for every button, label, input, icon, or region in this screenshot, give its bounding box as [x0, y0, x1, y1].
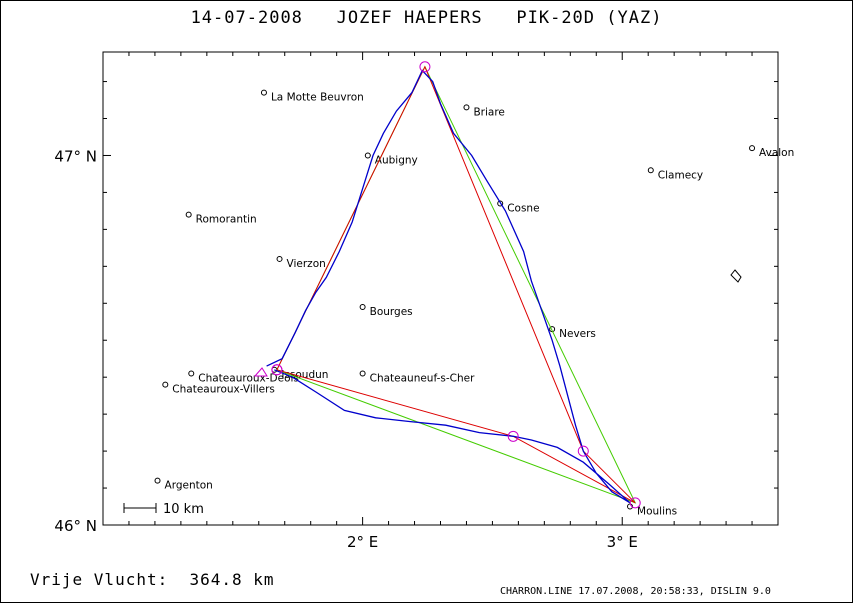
page-title: 14-07-2008 JOZEF HAEPERS PIK-20D (YAZ): [190, 8, 663, 28]
town-markers: La Motte Beuvron Briare Aubigny Avalon Clame…: [154, 89, 794, 518]
town-label: Vierzon: [287, 258, 326, 270]
lat-tick-label: 46° N: [54, 517, 97, 535]
map-axis-ticks: [102, 52, 779, 526]
town-icon: [463, 104, 470, 111]
triangle-route-line: [276, 65, 637, 504]
town-icon: [364, 152, 371, 159]
lat-tick-label: 47° N: [54, 147, 97, 165]
town-label: Chateauneuf-s-Cher: [370, 372, 475, 384]
scale-bar: 10 km: [123, 502, 204, 517]
lon-tick-label: 2° E: [347, 533, 378, 551]
town-label: Bourges: [370, 306, 413, 318]
start-triangle-icon: [253, 367, 268, 377]
airspace-marker: [730, 269, 742, 283]
town-icon: [647, 167, 654, 174]
map-plot-frame: [102, 51, 779, 526]
town-icon: [497, 200, 504, 207]
town-label: Aubigny: [375, 154, 418, 166]
scale-bar-label: 10 km: [163, 502, 204, 517]
town-icon: [276, 255, 283, 262]
lon-tick-label: 3° E: [607, 533, 638, 551]
turnpoint-icon: [271, 364, 283, 376]
free-flight-distance: Vrije Vlucht: 364.8 km: [30, 570, 275, 589]
town-label: Nevers: [559, 328, 596, 340]
turnpoint-icon: [577, 445, 589, 457]
town-label: Moulins: [637, 506, 677, 518]
town-icon: [359, 303, 366, 310]
town-label: Romorantin: [196, 214, 257, 226]
turnpoint-icon: [507, 430, 519, 442]
town-label: Briare: [473, 106, 504, 118]
town-label: Argenton: [165, 480, 213, 492]
flight-track-line: [266, 69, 631, 504]
source-info: CHARRON.LINE 17.07.2008, 20:58:33, DISLI…: [500, 586, 771, 597]
town-icon: [188, 370, 195, 377]
town-label: La Motte Beuvron: [271, 92, 364, 104]
town-icon: [749, 145, 756, 152]
town-icon: [162, 381, 169, 388]
task-route-line: [276, 65, 636, 504]
town-label: Cosne: [507, 203, 539, 215]
town-label: Clamecy: [658, 169, 703, 181]
town-icon: [359, 370, 366, 377]
town-icon: [154, 477, 161, 484]
turnpoint-markers: [271, 61, 641, 509]
turnpoint-icon: [629, 497, 641, 509]
town-icon: [260, 89, 267, 96]
town-label: Chateauroux-Villers: [172, 384, 275, 396]
turnpoint-icon: [419, 61, 431, 73]
map-axis-labels: 2° E 3° E 46° N 47° N: [54, 147, 637, 551]
town-icon: [185, 211, 192, 218]
town-label: Chateauroux-Deols: [198, 372, 299, 384]
town-label: Avalon: [759, 147, 794, 159]
